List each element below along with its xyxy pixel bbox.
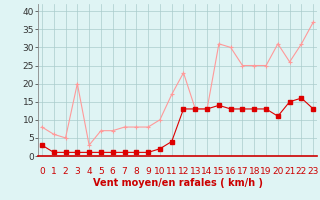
X-axis label: Vent moyen/en rafales ( km/h ): Vent moyen/en rafales ( km/h ): [92, 178, 263, 188]
